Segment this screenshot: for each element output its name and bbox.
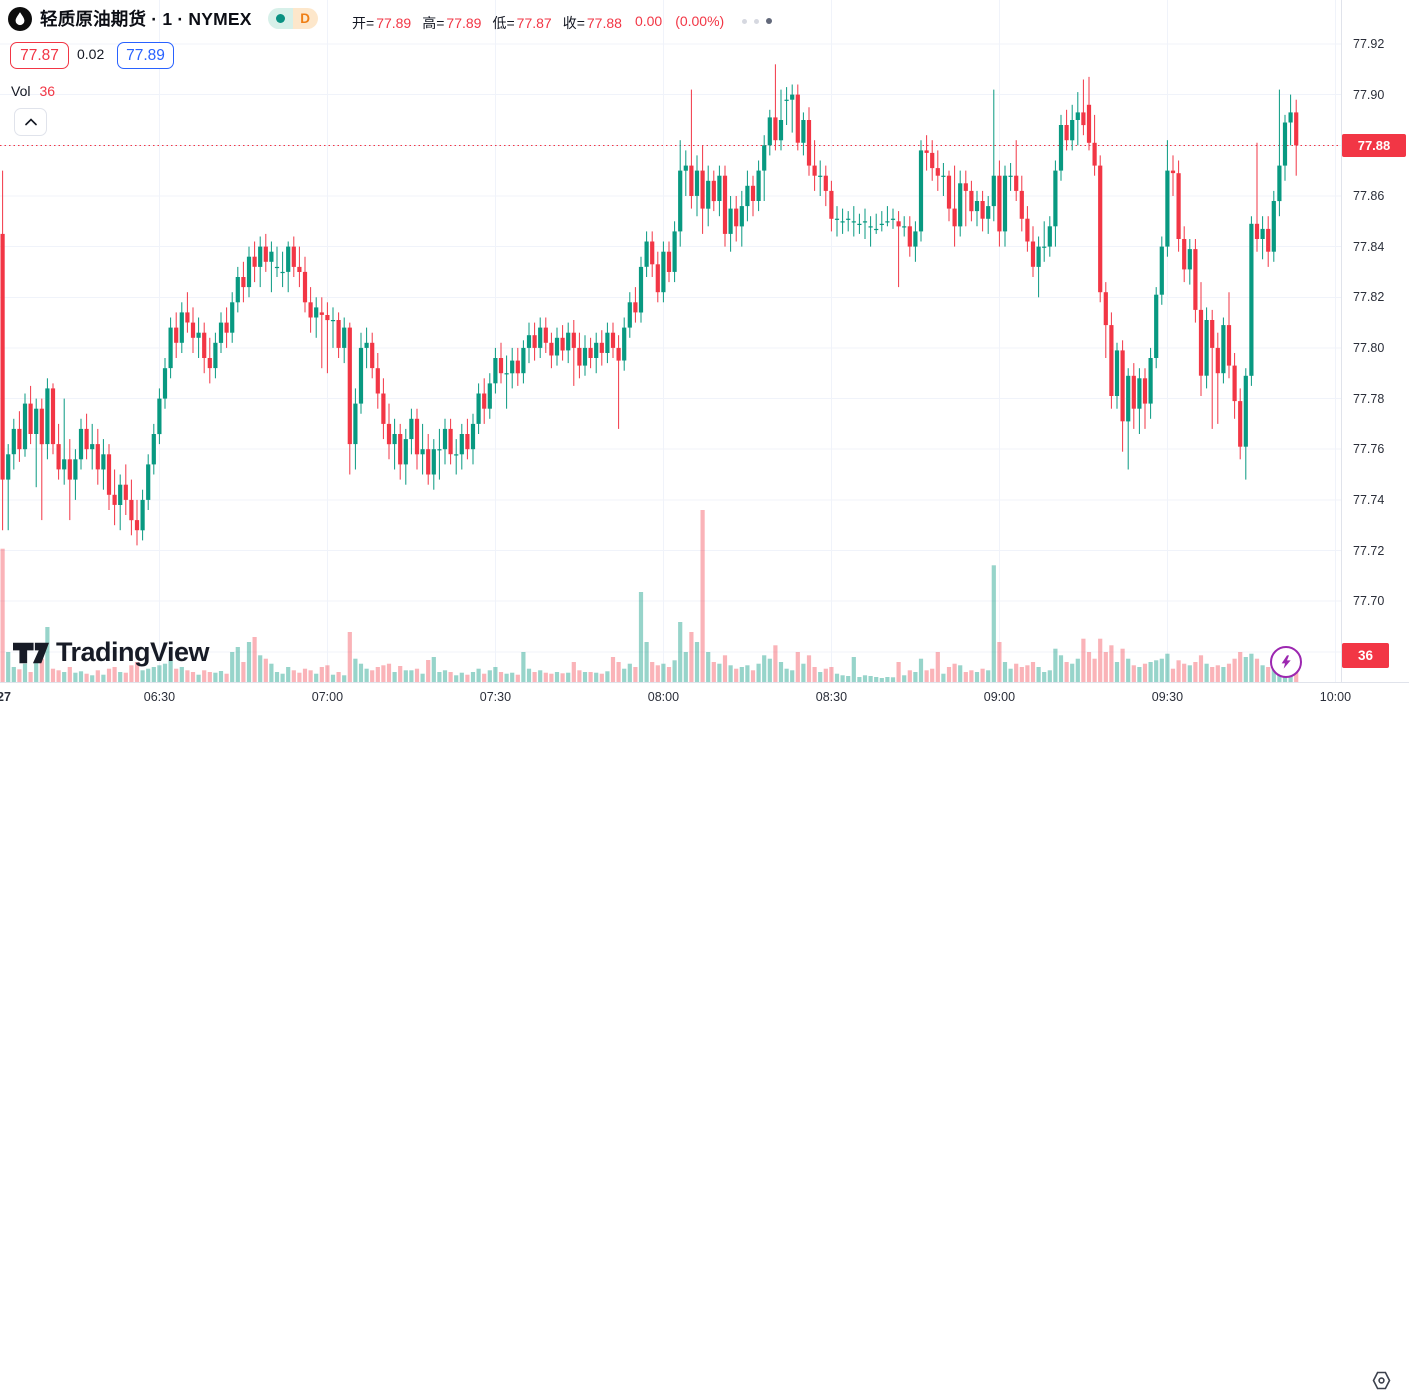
price-axis-label: 77.82 <box>1353 290 1385 305</box>
ohlc-item: 0.00 <box>634 13 663 29</box>
boost-button[interactable] <box>1270 646 1302 678</box>
price-axis-label: 77.74 <box>1353 492 1385 507</box>
ohlc-item: 收= 77.88 <box>562 15 622 31</box>
time-axis-day-label: 27 <box>0 690 11 704</box>
time-axis-label: 10:00 <box>1319 690 1352 704</box>
ohlc-item: (0.00%) <box>675 13 725 29</box>
volume-label: Vol <box>11 83 31 99</box>
sell-price-button[interactable]: 77.87 <box>10 42 69 69</box>
tradingview-watermark: TradingView <box>13 637 210 668</box>
collapse-panel-button[interactable] <box>14 108 47 136</box>
volume-value: 36 <box>39 83 56 99</box>
time-axis[interactable]: 27 06:30 07:00 07:30 08:00 08:30 09:00 09:30 10:… <box>0 682 1409 1390</box>
price-axis-label: 77.80 <box>1353 340 1385 355</box>
price-axis-label: 77.84 <box>1353 239 1385 254</box>
symbol-title[interactable]: 轻质原油期货 · 1 · NYMEX <box>40 9 252 29</box>
buy-price-button[interactable]: 77.89 <box>117 42 174 69</box>
time-axis-settings-icon[interactable] <box>1371 1370 1392 1391</box>
ohlc-item: 高= 77.89 <box>422 15 482 31</box>
interval-badge: D <box>292 8 318 29</box>
time-labels: 27 06:30 07:00 07:30 08:00 08:30 09:00 09:30 10:… <box>0 683 1352 715</box>
price-axis-label: 77.92 <box>1353 37 1385 51</box>
price-axis[interactable]: 77.92 77.90 77.88 77.86 77.84 77.82 77.80 77.78… <box>1341 0 1409 682</box>
lightning-bolt-icon <box>1281 655 1291 669</box>
candlestick-chart[interactable] <box>0 0 1341 682</box>
last-price-badge: 77.88 <box>1342 134 1406 157</box>
ohlc-item: 低= 77.87 <box>492 15 552 31</box>
volume-legend: Vol 36 <box>11 83 55 99</box>
price-axis-label: 77.76 <box>1353 442 1385 457</box>
ohlc-legend: 开= 77.89 高= 77.89 低= 77.87 收= 77.88 0.00 (0.00%) <box>352 13 724 33</box>
ohlc-item: 开= 77.89 <box>352 15 412 31</box>
price-axis-label: 77.86 <box>1353 189 1385 203</box>
spread-value: 0.02 <box>77 46 105 62</box>
dot-icon <box>766 18 772 24</box>
dot-icon <box>742 18 747 24</box>
interval-pill[interactable]: D <box>267 8 318 29</box>
time-axis-label: 07:30 <box>479 690 512 704</box>
price-axis-label: 77.90 <box>1353 87 1385 102</box>
price-axis-label: 77.72 <box>1353 543 1385 558</box>
chevron-up-icon <box>24 118 37 126</box>
price-axis-label: 77.70 <box>1353 594 1385 609</box>
symbol-header: 轻质原油期货 · 1 · NYMEX D <box>8 6 318 31</box>
price-axis-label: 77.78 <box>1353 391 1385 406</box>
time-axis-label: 08:00 <box>647 690 680 704</box>
time-axis-label: 09:00 <box>983 690 1016 704</box>
dot-icon <box>754 18 759 24</box>
tradingview-logo-icon <box>13 642 49 663</box>
time-axis-label: 09:30 <box>1151 690 1184 704</box>
legend-more-menu[interactable] <box>742 18 772 24</box>
time-axis-label: 08:30 <box>815 690 848 704</box>
watermark-text: TradingView <box>56 637 210 667</box>
last-volume-badge: 36 <box>1342 643 1389 668</box>
time-axis-label: 07:00 <box>311 690 344 704</box>
status-dot-icon <box>267 8 293 29</box>
crude-oil-symbol-icon <box>8 6 32 31</box>
time-axis-label: 06:30 <box>143 690 176 704</box>
